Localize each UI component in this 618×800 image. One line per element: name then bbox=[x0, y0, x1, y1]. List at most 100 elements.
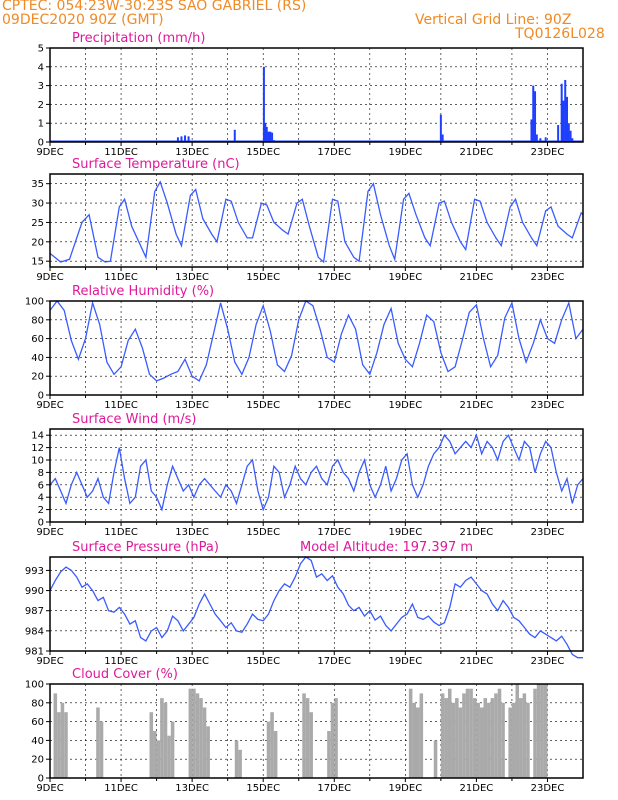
x-tick-label: 19DEC bbox=[388, 272, 422, 283]
cloud-bar bbox=[490, 698, 495, 778]
y-tick-label: 5 bbox=[38, 44, 44, 55]
series-line bbox=[49, 299, 584, 382]
x-tick-label: 23DEC bbox=[531, 272, 565, 283]
cloud-bar bbox=[508, 707, 512, 778]
y-tick-label: 100 bbox=[25, 297, 44, 308]
cloud-bar bbox=[522, 693, 527, 778]
x-tick-label: 23DEC bbox=[531, 783, 565, 794]
cloud-bar bbox=[479, 707, 484, 778]
cloud-bar bbox=[469, 688, 473, 778]
panel-title: Cloud Cover (%) bbox=[72, 667, 178, 682]
precip-bar bbox=[564, 79, 567, 142]
y-tick-label: 15 bbox=[31, 257, 44, 268]
precip-bar bbox=[233, 129, 236, 142]
cloud-bar bbox=[519, 698, 523, 778]
x-tick-label: 11DEC bbox=[104, 656, 138, 667]
header-line1-right: Vertical Grid Line: 90Z bbox=[415, 12, 572, 28]
precip-bar bbox=[567, 123, 570, 142]
x-tick-label: 17DEC bbox=[317, 527, 351, 538]
x-tick-label: 13DEC bbox=[175, 527, 209, 538]
y-tick-label: 987 bbox=[25, 606, 44, 617]
cloud-bar bbox=[234, 740, 239, 778]
y-tick-label: 2 bbox=[38, 100, 44, 111]
x-tick-label: 9DEC bbox=[36, 527, 63, 538]
x-tick-label: 23DEC bbox=[531, 656, 565, 667]
series-line bbox=[49, 180, 584, 264]
x-tick-label: 17DEC bbox=[317, 783, 351, 794]
y-tick-label: 0 bbox=[38, 518, 44, 529]
x-tick-label: 21DEC bbox=[460, 656, 494, 667]
cloud-bar bbox=[476, 702, 480, 778]
panel-title: Relative Humidity (%) bbox=[72, 284, 214, 299]
precip-bar bbox=[544, 137, 547, 142]
cloud-bar bbox=[273, 731, 278, 778]
x-tick-label: 13DEC bbox=[175, 783, 209, 794]
x-tick-label: 9DEC bbox=[36, 783, 63, 794]
cloud-bar bbox=[192, 688, 196, 778]
cloud-bar bbox=[497, 688, 502, 778]
x-tick-label: 15DEC bbox=[246, 400, 280, 411]
x-tick-label: 19DEC bbox=[388, 527, 422, 538]
precip-bar bbox=[560, 83, 563, 142]
y-tick-label: 3 bbox=[38, 81, 44, 92]
panel-title: Precipitation (mm/h) bbox=[72, 31, 205, 46]
precip-bar bbox=[441, 134, 444, 142]
x-tick-label: 19DEC bbox=[388, 147, 422, 158]
panel-frame bbox=[49, 683, 584, 779]
x-tick-label: 17DEC bbox=[317, 147, 351, 158]
precip-bar bbox=[264, 123, 267, 142]
x-tick-label: 11DEC bbox=[104, 527, 138, 538]
y-tick-label: 80 bbox=[31, 315, 44, 326]
cloud-bar bbox=[167, 735, 171, 778]
header-line1-left: CPTEC: 054:23W-30:23S SAO GABRIEL (RS) bbox=[2, 0, 307, 14]
series-line bbox=[49, 556, 583, 659]
x-tick-label: 15DEC bbox=[246, 783, 280, 794]
cloud-bar bbox=[536, 684, 541, 778]
x-tick-label: 19DEC bbox=[388, 400, 422, 411]
cloud-bar bbox=[188, 688, 193, 778]
y-tick-label: 0 bbox=[38, 774, 44, 785]
x-tick-label: 17DEC bbox=[317, 656, 351, 667]
panel-0: Precipitation (mm/h) 0 1 2 3 4 5 9DEC 11DEC 13DEC… bbox=[36, 31, 584, 158]
panel-1: Surface Temperature (nC) 15 20 25 30 35 9DEC 11… bbox=[31, 157, 584, 283]
precip-bar bbox=[439, 114, 442, 142]
precip-bar bbox=[566, 96, 569, 142]
x-tick-label: 19DEC bbox=[388, 656, 422, 667]
cloud-bar bbox=[270, 712, 274, 778]
x-tick-label: 11DEC bbox=[104, 783, 138, 794]
x-tick-label: 21DEC bbox=[460, 272, 494, 283]
y-tick-label: 60 bbox=[31, 334, 44, 345]
x-tick-label: 23DEC bbox=[531, 527, 565, 538]
cloud-bar bbox=[462, 693, 466, 778]
y-tick-label: 984 bbox=[25, 626, 44, 637]
x-tick-label: 17DEC bbox=[317, 400, 351, 411]
precip-bar bbox=[557, 125, 560, 142]
panel-annotation: Model Altitude: 197.397 m bbox=[300, 540, 473, 555]
cloud-bar bbox=[543, 684, 548, 778]
x-tick-label: 9DEC bbox=[36, 656, 63, 667]
y-tick-label: 80 bbox=[31, 698, 44, 709]
precip-bar bbox=[265, 126, 268, 142]
x-tick-label: 15DEC bbox=[246, 527, 280, 538]
cloud-bar bbox=[160, 698, 164, 778]
cloud-bar bbox=[515, 684, 520, 778]
cloud-bar bbox=[444, 698, 448, 778]
cloud-bar bbox=[202, 707, 207, 778]
cloud-bar bbox=[415, 707, 420, 778]
cloud-bar bbox=[483, 698, 488, 778]
x-tick-label: 21DEC bbox=[460, 400, 494, 411]
cloud-bar bbox=[447, 688, 452, 778]
y-tick-label: 2 bbox=[38, 505, 44, 516]
y-tick-label: 20 bbox=[31, 372, 44, 383]
cloud-bar bbox=[305, 698, 310, 778]
series-line bbox=[49, 433, 584, 512]
cloud-bar bbox=[472, 698, 477, 778]
cloud-bar bbox=[501, 702, 505, 778]
panel-frame bbox=[49, 428, 584, 523]
panel-frame bbox=[49, 47, 584, 143]
y-tick-label: 10 bbox=[31, 456, 44, 467]
cloud-bar bbox=[163, 702, 168, 778]
panel-title: Surface Wind (m/s) bbox=[72, 412, 196, 427]
